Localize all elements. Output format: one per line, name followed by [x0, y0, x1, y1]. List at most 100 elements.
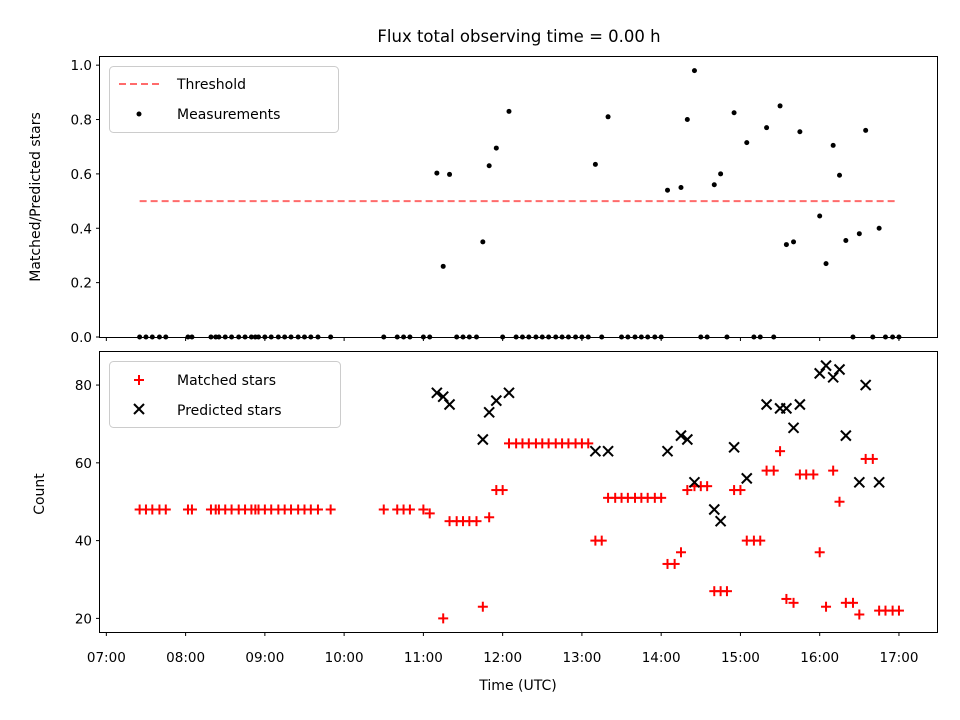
measurement-point: [447, 171, 453, 177]
predicted-star-point: [827, 371, 839, 383]
matched-star-point: [325, 504, 336, 515]
measurement-point: [632, 334, 638, 340]
matched-star-point: [867, 453, 878, 464]
predicted-star-point: [681, 433, 694, 446]
matched-star-point: [854, 609, 865, 620]
measurement-point: [711, 182, 717, 188]
predicted-star-point: [820, 359, 832, 372]
measurement-point: [381, 334, 387, 340]
measurement-point: [731, 110, 737, 116]
predicted-star-point: [443, 398, 456, 411]
top-y-tick-label: 0.8: [71, 113, 92, 129]
x-tick-label: 10:00: [325, 650, 364, 666]
measurement-point: [236, 334, 242, 340]
predicted-star-point: [589, 445, 602, 457]
measurement-point: [533, 334, 539, 340]
measurement-point: [751, 334, 757, 340]
matched-star-point: [596, 535, 607, 546]
measurement-point: [301, 334, 307, 340]
measurement-point: [691, 68, 697, 74]
matched-star-point: [438, 613, 449, 624]
x-axis-label: Time (UTC): [478, 678, 556, 694]
measurement-point: [427, 334, 433, 340]
measurement-point: [216, 334, 222, 340]
predicted-star-point: [483, 406, 495, 418]
measurement-point: [619, 334, 625, 340]
bottom-panel: 20 40 60 80 07:00 08:00 09:00 10:00 11:00 12:00 1…: [32, 351, 938, 694]
bottom-legend: Matched stars Predicted stars: [109, 361, 341, 428]
top-legend: Threshold Measurements: [109, 66, 339, 133]
matched-star-point: [781, 593, 792, 604]
measurement-point: [718, 171, 724, 177]
x-tick-label: 08:00: [166, 650, 205, 666]
measurement-point: [764, 125, 770, 131]
measurement-point: [585, 334, 591, 340]
measurement-point: [282, 334, 288, 340]
measurement-point: [407, 334, 413, 340]
predicted-star-point: [833, 363, 846, 376]
measurement-point: [308, 334, 314, 340]
bottom-y-tick-label: 20: [75, 611, 92, 627]
measurement-point: [288, 334, 294, 340]
bottom-legend-box: [109, 361, 341, 428]
predicted-star-point: [661, 445, 674, 457]
matched-star-point: [675, 547, 686, 558]
matched-star-point: [821, 601, 832, 612]
measurement-point: [143, 334, 149, 340]
measurement-point: [256, 334, 262, 340]
measurement-point: [850, 334, 856, 340]
predicted-star-point: [688, 476, 701, 488]
matched-star-point: [834, 496, 845, 507]
matched-star-point: [768, 465, 779, 476]
measurement-point: [513, 334, 519, 340]
matched-star-point: [424, 508, 435, 519]
measurement-point: [295, 334, 301, 340]
matched-legend-swatch: [134, 375, 144, 385]
predicted-star-point: [708, 503, 720, 516]
measurement-point: [837, 172, 843, 178]
measurement-point: [440, 263, 446, 269]
threshold-legend-label: Threshold: [176, 77, 246, 93]
matched-star-point: [847, 597, 858, 608]
predicted-star-point: [813, 367, 826, 380]
top-y-tick-label: 0.0: [71, 330, 92, 346]
matched-star-point: [721, 586, 732, 597]
measurement-point: [208, 334, 214, 340]
measurement-point: [605, 114, 611, 120]
measurement-point: [876, 225, 882, 231]
measurement-point: [870, 334, 876, 340]
predicted-star-point: [840, 429, 852, 442]
matched-star-point: [186, 504, 197, 515]
measurement-point: [890, 334, 896, 340]
measurement-point: [434, 170, 440, 176]
measurement-point: [843, 237, 849, 243]
predicted-legend-swatch: [133, 403, 145, 415]
x-tick-label: 12:00: [483, 650, 522, 666]
bottom-x-ticks: 07:00 08:00 09:00 10:00 11:00 12:00 13:00 14:00…: [87, 632, 918, 666]
measurement-point: [599, 334, 605, 340]
predicted-star-point: [675, 429, 687, 442]
measurement-point: [493, 145, 499, 151]
x-tick-label: 16:00: [800, 650, 839, 666]
measurement-point: [189, 334, 195, 340]
measurement-point: [882, 334, 888, 340]
measurement-point: [242, 334, 248, 340]
measurement-point: [466, 334, 472, 340]
measurement-point: [315, 334, 321, 340]
predicted-star-point: [728, 441, 740, 453]
measurement-point: [783, 242, 789, 248]
measurement-point: [486, 163, 492, 169]
matched-star-point: [418, 504, 429, 515]
matched-star-point: [583, 438, 594, 449]
bottom-y-tick-label: 60: [75, 456, 92, 472]
measurement-point: [506, 108, 512, 114]
matched-star-point: [669, 558, 680, 569]
matched-star-point: [702, 481, 713, 492]
measurement-point: [454, 334, 460, 340]
measurement-point: [222, 334, 228, 340]
matched-star-point: [828, 465, 839, 476]
measurement-point: [229, 334, 235, 340]
measurement-point: [248, 334, 254, 340]
chart-title: Flux total observing time = 0.00 h: [377, 27, 660, 46]
top-legend-box: [109, 66, 339, 133]
